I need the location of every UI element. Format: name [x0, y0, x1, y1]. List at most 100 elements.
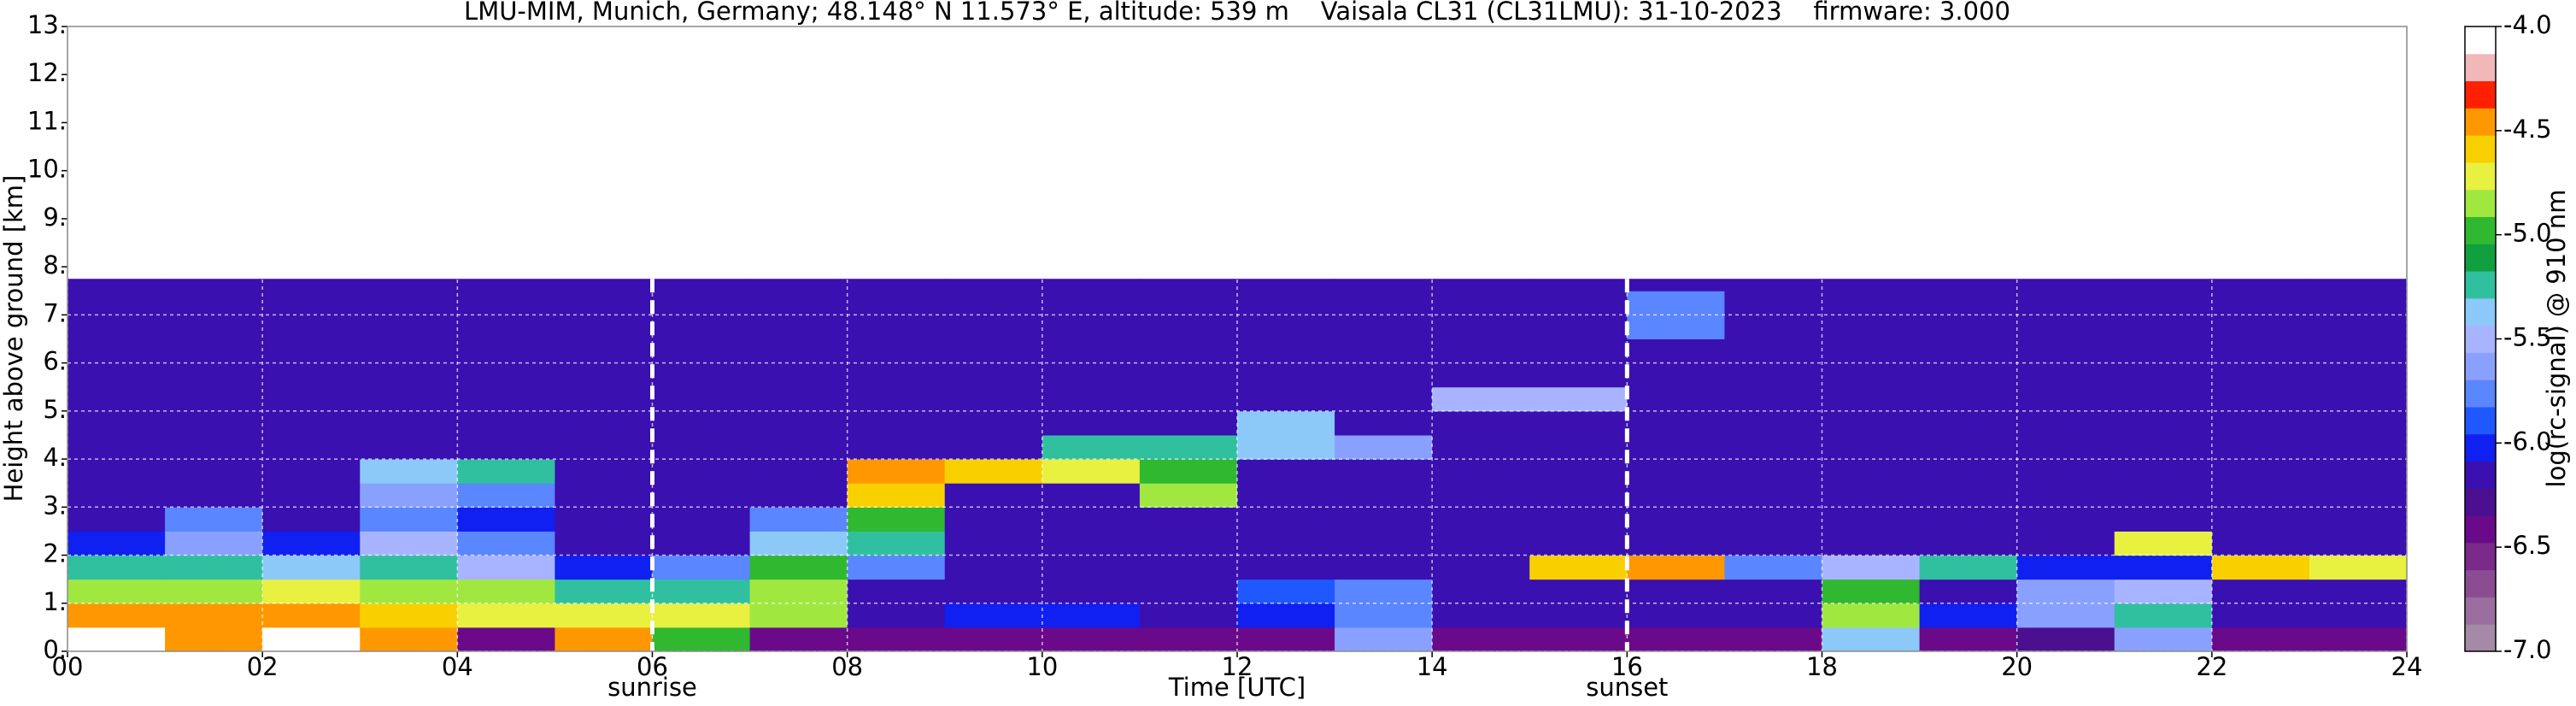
heatmap-cell [1237, 483, 1335, 508]
heatmap-cell [749, 627, 848, 652]
heatmap-cell [1139, 627, 1238, 652]
heatmap-cell [165, 362, 263, 388]
heatmap-cell [1335, 531, 1433, 556]
heatmap-cell [1042, 279, 1141, 291]
heatmap-cell [1919, 483, 2018, 508]
heatmap-cell [1237, 315, 1335, 339]
heatmap-cell [847, 531, 946, 556]
heatmap-cell [1432, 627, 1530, 652]
heatmap-cell [1724, 483, 1822, 508]
heatmap-cell [2114, 483, 2213, 508]
heatmap-cell [457, 531, 555, 556]
y-tick-label: 0. [43, 635, 67, 664]
heatmap-cell [847, 627, 946, 652]
heatmap-cell [847, 291, 946, 315]
heatmap-cell [2114, 291, 2213, 315]
heatmap-cell [944, 483, 1043, 508]
heatmap-cell [652, 555, 751, 580]
heatmap-cell [2016, 434, 2115, 460]
heatmap-cell [1237, 338, 1335, 364]
heatmap-cell [749, 410, 848, 436]
heatmap-cell [2211, 579, 2310, 604]
heatmap-cell [944, 362, 1043, 388]
heatmap-cell [1529, 434, 1628, 460]
heatmap-cell [1529, 315, 1628, 339]
heatmap-cell [1335, 386, 1433, 412]
heatmap-cell [1042, 603, 1141, 628]
annotation-label: sunrise [607, 673, 697, 702]
heatmap-cell [262, 603, 361, 628]
heatmap-cell [1724, 338, 1822, 364]
heatmap-cell [360, 531, 458, 556]
heatmap-cell [2211, 315, 2310, 339]
heatmap-cell [1529, 338, 1628, 364]
heatmap-cell [457, 410, 555, 436]
heatmap-cell [652, 459, 751, 484]
heatmap-cell [1042, 483, 1141, 508]
x-tick-label: 20 [2001, 652, 2033, 681]
heatmap-cell [652, 507, 751, 532]
heatmap-cell [1529, 603, 1628, 628]
colorbar-swatch [2465, 53, 2496, 82]
y-tick-label: 7. [43, 298, 67, 327]
heatmap-cell [2114, 315, 2213, 339]
heatmap-cell [1432, 362, 1530, 388]
heatmap-cell [1335, 483, 1433, 508]
heatmap-cell [2016, 603, 2115, 628]
heatmap-cell [2016, 279, 2115, 291]
heatmap-cell [1822, 507, 1921, 532]
heatmap-cell [1627, 434, 1725, 460]
heatmap-cell [1627, 279, 1725, 291]
heatmap-cell [1432, 338, 1530, 364]
heatmap-cell [847, 603, 946, 628]
heatmap-cell [1822, 410, 1921, 436]
heatmap-cell [2211, 459, 2310, 484]
heatmap-cell [262, 531, 361, 556]
heatmap-cell [457, 579, 555, 604]
heatmap-cell [1529, 279, 1628, 291]
heatmap-cell [944, 434, 1043, 460]
heatmap-cell [1627, 531, 1725, 556]
heatmap-cell [1042, 410, 1141, 436]
heatmap-cell [1432, 434, 1530, 460]
heatmap-cell [1139, 362, 1238, 388]
heatmap-cell [555, 386, 653, 412]
y-tick-label: 10. [27, 155, 67, 184]
heatmap-cell [2309, 291, 2408, 315]
heatmap-cell [944, 555, 1043, 580]
heatmap-cell [2016, 531, 2115, 556]
heatmap-cell [1042, 459, 1141, 484]
heatmap-cell [2114, 531, 2213, 556]
heatmap-cell [360, 507, 458, 532]
heatmap-cell [555, 362, 653, 388]
heatmap-cell [165, 531, 263, 556]
heatmap-cell [2309, 410, 2408, 436]
colorbar-swatch [2465, 135, 2496, 163]
heatmap-cell [2114, 434, 2213, 460]
heatmap-cell [262, 483, 361, 508]
heatmap-cell [2309, 386, 2408, 412]
heatmap-cell [944, 627, 1043, 652]
heatmap-cell [1724, 603, 1822, 628]
heatmap-cell [1627, 315, 1725, 339]
heatmap-cell [165, 410, 263, 436]
heatmap-cell [2309, 555, 2408, 580]
heatmap-cell [2016, 555, 2115, 580]
heatmap-cell [1919, 507, 2018, 532]
heatmap-cell [555, 531, 653, 556]
y-tick-label: 3. [43, 491, 67, 520]
heatmap-cell [1919, 338, 2018, 364]
heatmap-cell [2114, 507, 2213, 532]
heatmap-cell [652, 315, 751, 339]
heatmap-cell [749, 315, 848, 339]
heatmap-cell [1919, 603, 2018, 628]
colorbar-swatch [2465, 488, 2496, 516]
heatmap-cell [2211, 291, 2310, 315]
heatmap-cell [749, 579, 848, 604]
heatmap-cell [1432, 315, 1530, 339]
heatmap-cell [847, 315, 946, 339]
heatmap-cell [165, 627, 263, 652]
heatmap-cell [2309, 338, 2408, 364]
heatmap-cell [2309, 483, 2408, 508]
heatmap-cell [457, 434, 555, 460]
